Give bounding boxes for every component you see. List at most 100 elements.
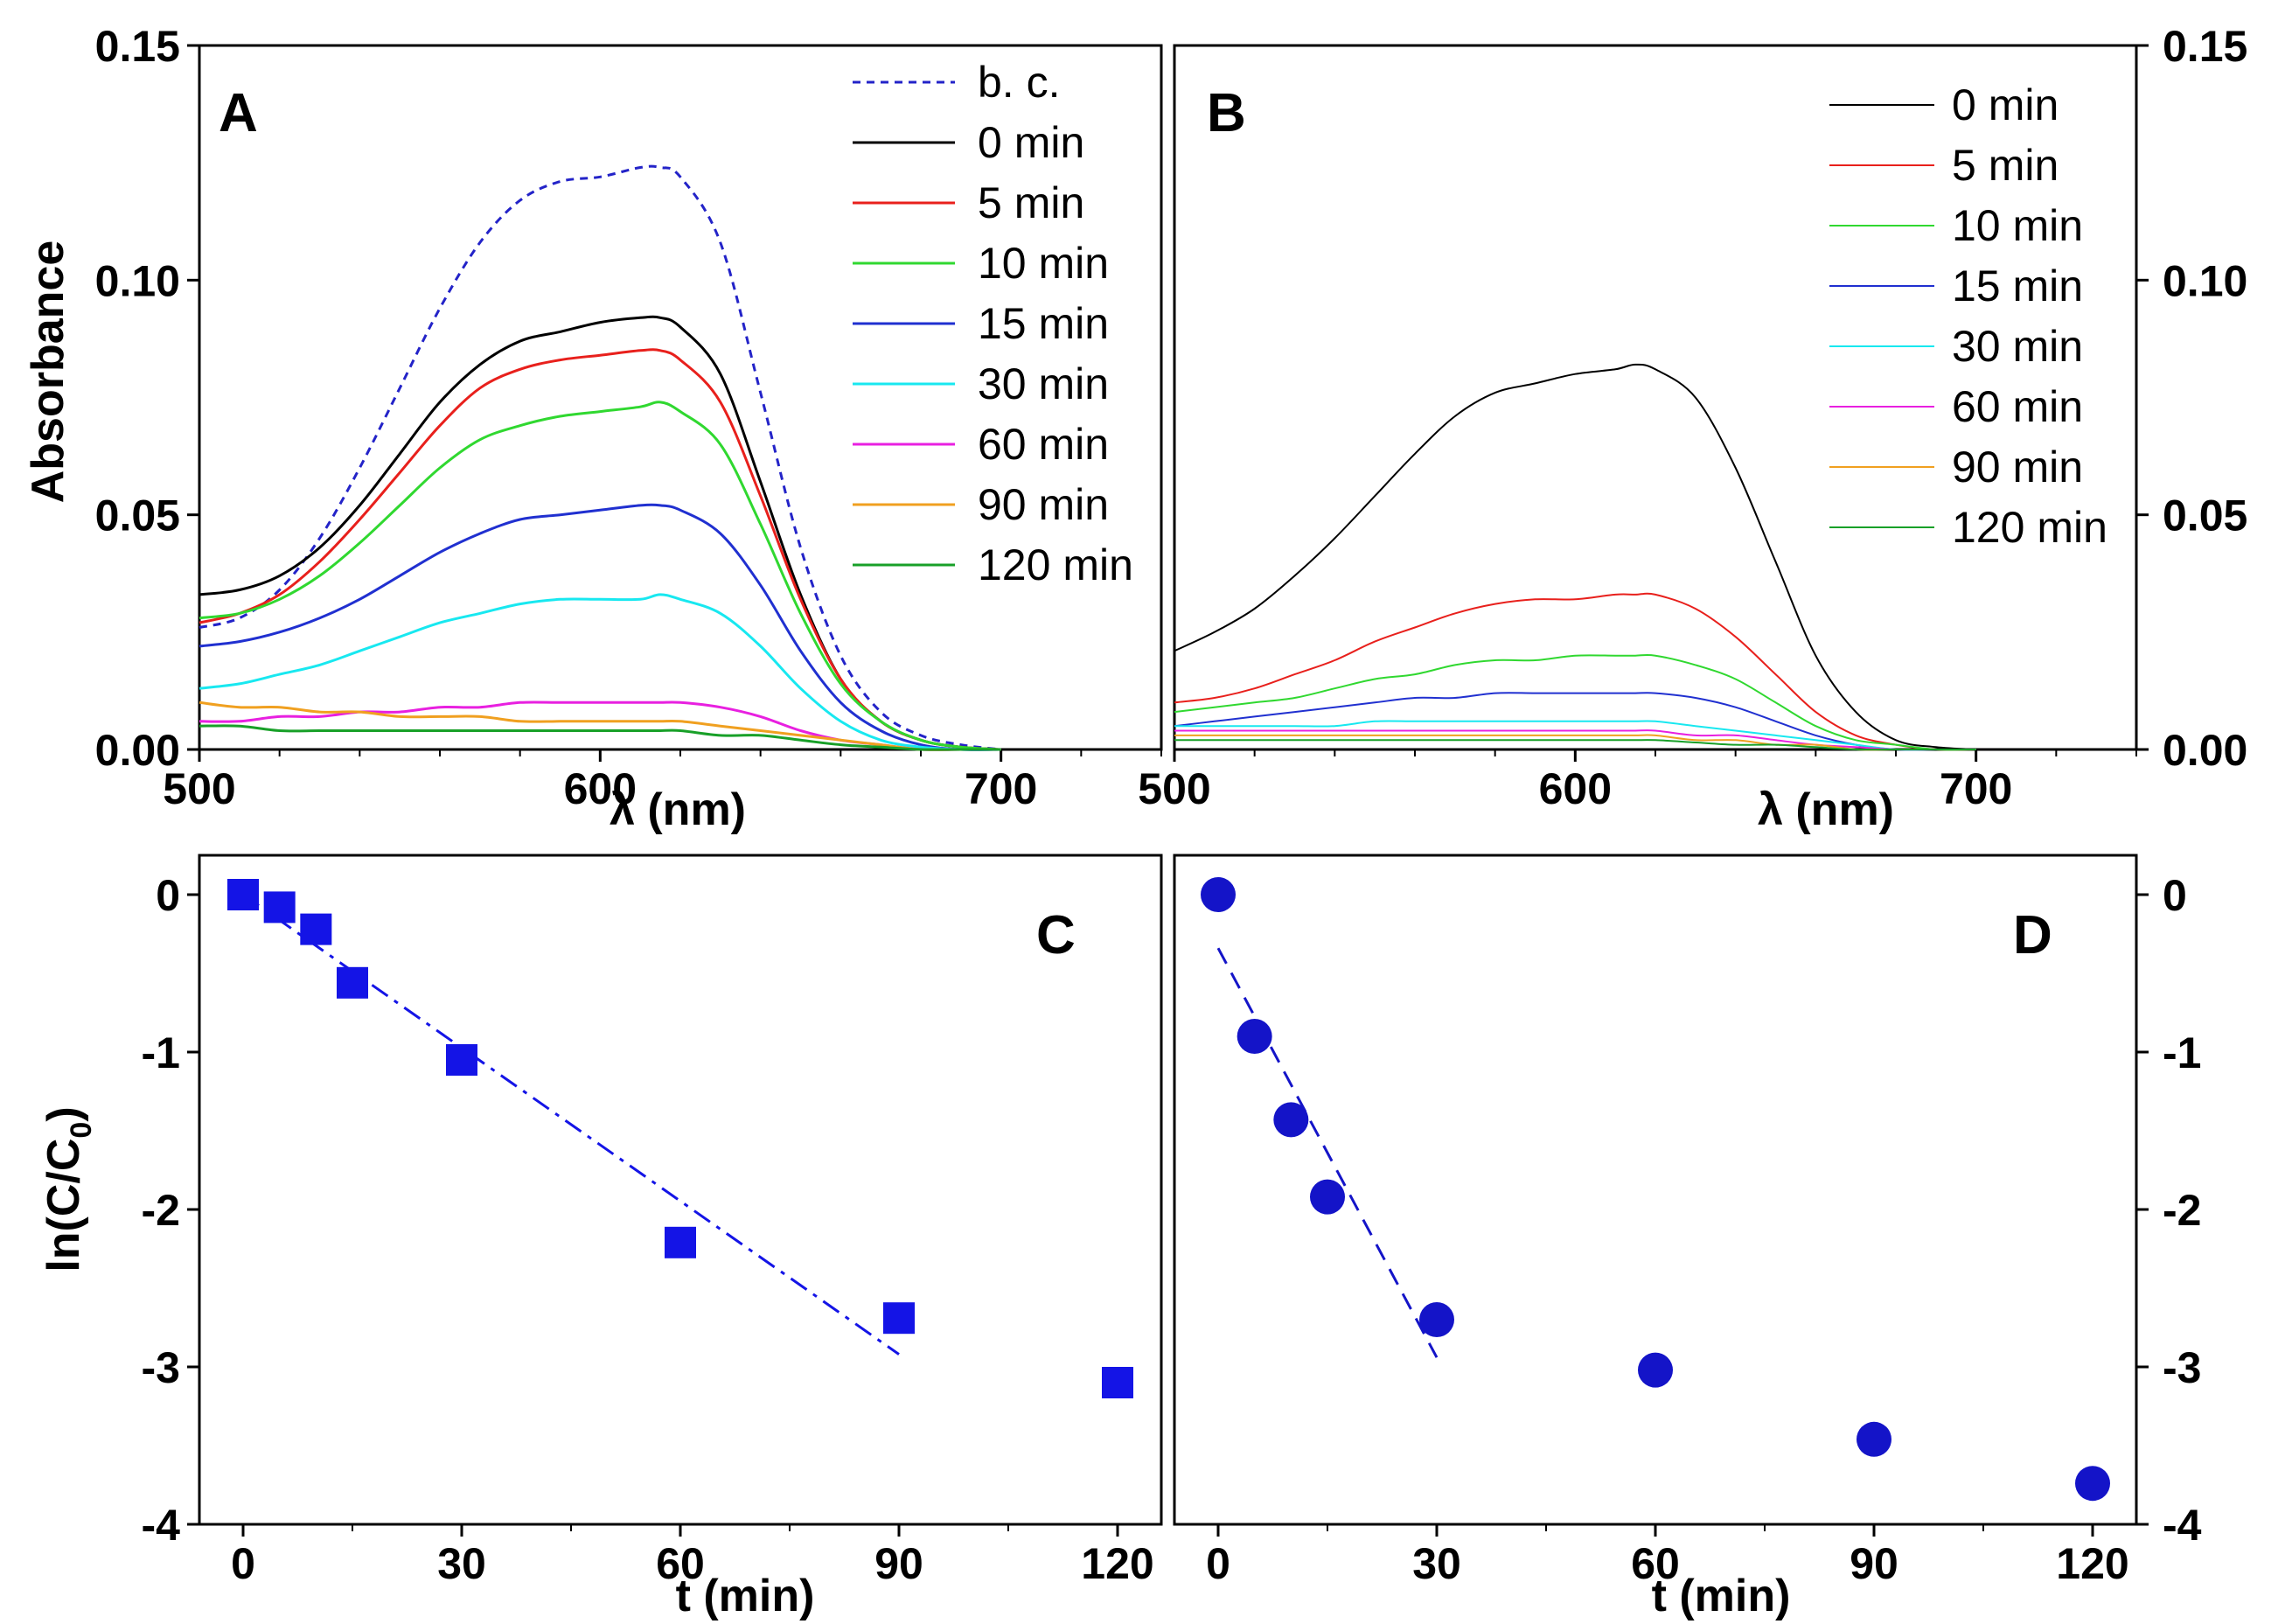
panel-a-series-line [199, 164, 1001, 751]
panel-a-legend-label: 10 min [978, 239, 1109, 288]
panel-d-y-tick-label: -1 [2163, 1028, 2201, 1077]
panel-d-fit-line [1216, 947, 1439, 1358]
panel-c-y-tick-label: 0 [156, 871, 180, 920]
panel-c-y-axis-title-main: ln(C/C [38, 1139, 89, 1272]
panel-a-y-tick-label: 0.15 [95, 22, 180, 71]
panel-c-fit-line [242, 893, 900, 1356]
panel-d-x-tick-label: 30 [1412, 1539, 1461, 1588]
panel-b-series-line [1174, 729, 1976, 751]
panel-c-y-axis-title-sub: 0 [65, 1122, 98, 1139]
panel-d-y-tick-label: -4 [2163, 1501, 2202, 1550]
panel-b-legend-label: 120 min [1952, 503, 2107, 552]
panel-d-x-tick-label: 60 [1631, 1539, 1680, 1588]
panel-a: 500 600 700 0.00 0.05 0.10 0.15 b. c. 0 min 5 mi… [23, 22, 1163, 835]
panel-b-legend-label: 15 min [1952, 261, 2083, 310]
panel-d-data-point [1857, 1421, 1891, 1457]
panel-d-letter: D [2013, 905, 2052, 965]
panel-b-series-line [1174, 363, 1976, 750]
panel-b-x-tick-label: 700 [1940, 764, 2012, 813]
panel-b: 500 600 700 0.00 0.05 0.10 0.15 0 min 5 min 10 m… [1138, 22, 2247, 835]
panel-c-data-point [446, 1044, 477, 1076]
panel-a-x-axis-title: λ (nm) [610, 784, 746, 835]
panel-d-data-point [1201, 877, 1236, 912]
panel-a-legend-label: 120 min [978, 540, 1133, 589]
panel-c-y-axis-title: ln(C/C0) [38, 1106, 98, 1272]
panel-a-series-line [199, 503, 1001, 751]
panel-c-data-point [263, 891, 296, 924]
panel-a-x-tick-label: 500 [163, 764, 235, 813]
panel-d-x-tick-label: 120 [2056, 1539, 2128, 1588]
panel-b-x-axis-title: λ (nm) [1758, 784, 1894, 835]
panel-d-x-axis-title: t (min) [1652, 1571, 1791, 1621]
panel-a-letter: A [219, 83, 258, 143]
panel-c-y-tick-label: -1 [142, 1028, 180, 1077]
panel-a-legend-label: 60 min [978, 420, 1109, 469]
panel-a-x-tick-label: 600 [564, 764, 637, 813]
panel-b-y-tick-label: 0.05 [2163, 491, 2247, 540]
panel-b-legend-label: 10 min [1952, 201, 2083, 250]
panel-a-legend-label: b. c. [978, 58, 1060, 107]
panel-d-data-point [1237, 1019, 1272, 1054]
panel-d-y-tick-label: 0 [2163, 871, 2187, 920]
panel-a-x-tick-label: 700 [965, 764, 1037, 813]
panel-b-y-tick-label: 0.15 [2163, 22, 2247, 71]
panel-d-data-point [1273, 1102, 1309, 1138]
panel-a-legend-label: 90 min [978, 480, 1109, 529]
panel-a-legend-label: 5 min [978, 178, 1084, 227]
panel-a-legend-label: 0 min [978, 118, 1084, 167]
panel-c-y-tick-label: -3 [142, 1343, 180, 1392]
panel-a-legend-label: 15 min [978, 299, 1109, 348]
panel-c-x-axis-title: t (min) [676, 1571, 815, 1621]
panel-b-series-line [1174, 739, 1976, 751]
panel-a-series-line [199, 315, 1001, 751]
panel-d-data-point [2075, 1466, 2110, 1502]
panel-b-legend-label: 30 min [1952, 322, 2083, 371]
panel-c-x-tick-label: 90 [874, 1539, 923, 1588]
panel-b-legend-label: 60 min [1952, 382, 2083, 431]
panel-b-y-tick-label: 0.10 [2163, 256, 2247, 305]
panel-a-series-line [199, 724, 1001, 751]
panel-b-series-line [1174, 592, 1976, 751]
panel-c-y-tick-label: -2 [142, 1186, 180, 1235]
panel-d: 0 30 60 90 120 0 -1 -2 -3 -4 D t (min) [1173, 854, 2202, 1621]
panel-c-data-point [337, 966, 368, 999]
panel-d-x-tick-label: 90 [1850, 1539, 1898, 1588]
panel-c-data-point [227, 879, 259, 910]
panel-b-x-tick-label: 600 [1539, 764, 1612, 813]
panel-a-series-line [199, 348, 1001, 751]
panel-c-x-tick-label: 0 [231, 1539, 255, 1588]
panel-c-y-axis-title-close: ) [38, 1106, 89, 1121]
panel-a-y-tick-label: 0.00 [95, 726, 180, 775]
panel-a-series-line [199, 700, 1001, 751]
panel-c-x-tick-label: 30 [437, 1539, 486, 1588]
panel-a-series-line [199, 593, 1001, 751]
panel-a-y-tick-label: 0.05 [95, 491, 180, 540]
panel-b-y-tick-label: 0.00 [2163, 726, 2247, 775]
panel-c-y-tick-label: -4 [142, 1501, 181, 1550]
panel-c-data-point [883, 1302, 915, 1335]
panel-d-data-point [1419, 1302, 1454, 1337]
panel-d-data-point [1310, 1179, 1345, 1215]
panel-d-x-tick-label: 0 [1206, 1539, 1230, 1588]
panel-a-y-axis-title: Absorbance [23, 240, 73, 504]
panel-b-x-tick-label: 500 [1138, 764, 1210, 813]
panel-b-series-line [1174, 720, 1976, 751]
panel-c-data-point [665, 1226, 696, 1258]
panel-b-legend-label: 5 min [1952, 141, 2059, 190]
panel-d-y-tick-label: -3 [2163, 1343, 2201, 1392]
panel-a-series-line [199, 700, 1001, 751]
panel-c-x-tick-label: 120 [1081, 1539, 1153, 1588]
panel-d-data-point [1638, 1352, 1673, 1388]
panel-b-series-line [1174, 653, 1976, 751]
panel-c-data-point [300, 913, 332, 945]
panel-b-series-line [1174, 692, 1976, 751]
panel-b-letter: B [1207, 83, 1246, 143]
panel-a-y-tick-label: 0.10 [95, 256, 180, 305]
panel-a-legend-label: 30 min [978, 359, 1109, 408]
panel-c-letter: C [1036, 905, 1076, 965]
panel-c-data-point [1102, 1367, 1133, 1398]
panel-b-legend-label: 90 min [1952, 443, 2083, 491]
panel-c-frame [198, 854, 1163, 1526]
